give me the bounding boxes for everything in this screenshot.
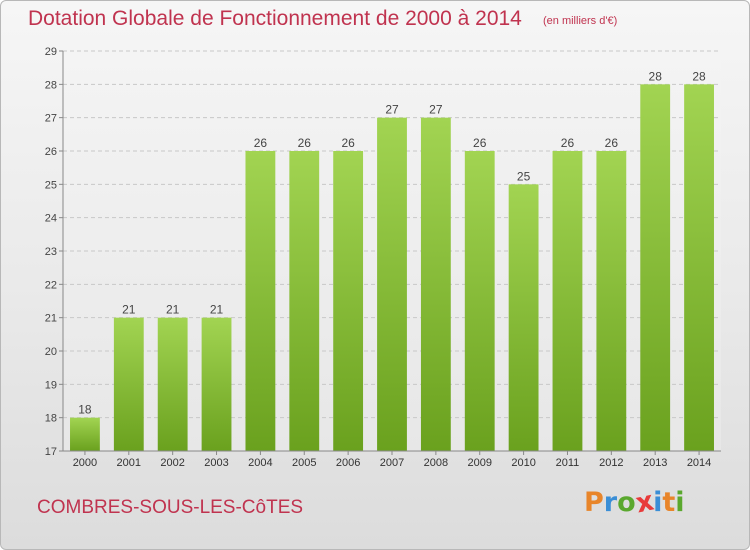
logo-letter: i xyxy=(653,487,663,518)
x-tick-label: 2005 xyxy=(292,457,316,469)
bar xyxy=(377,117,407,452)
data-label: 27 xyxy=(429,103,443,117)
bar xyxy=(70,417,100,451)
data-label: 26 xyxy=(561,136,575,150)
bar xyxy=(289,151,320,451)
x-tick-label: 2002 xyxy=(160,457,184,469)
data-label: 25 xyxy=(517,169,531,183)
y-tick-label: 22 xyxy=(45,279,57,291)
logo-letter: t xyxy=(662,487,676,518)
data-label: 21 xyxy=(166,303,180,317)
bar xyxy=(684,84,714,451)
y-tick-label: 20 xyxy=(45,346,57,358)
data-label: 28 xyxy=(649,69,663,83)
data-label: 26 xyxy=(473,136,487,150)
data-label: 27 xyxy=(385,103,399,117)
x-tick-label: 2006 xyxy=(336,457,360,469)
x-tick-label: 2009 xyxy=(467,457,491,469)
x-tick-label: 2004 xyxy=(248,457,272,469)
data-label: 26 xyxy=(605,136,619,150)
logo-letter: o xyxy=(617,487,636,518)
y-tick-label: 26 xyxy=(45,146,57,158)
y-tick-label: 21 xyxy=(45,313,57,325)
x-tick-label: 2003 xyxy=(204,457,228,469)
bar xyxy=(245,151,276,451)
x-tick-label: 2001 xyxy=(117,457,141,469)
bar xyxy=(333,151,364,451)
bar xyxy=(420,117,451,452)
bar xyxy=(201,317,232,451)
y-tick-label: 19 xyxy=(45,379,57,391)
data-label: 18 xyxy=(78,403,92,417)
y-tick-label: 29 xyxy=(45,46,57,58)
bar xyxy=(596,151,627,451)
y-tick-label: 17 xyxy=(45,446,57,458)
proxiti-logo: Proxiti xyxy=(584,486,685,520)
y-tick-label: 24 xyxy=(45,213,57,225)
bar xyxy=(113,317,144,451)
y-tick-label: 23 xyxy=(45,246,57,258)
data-label: 21 xyxy=(210,303,224,317)
commune-name: COMBRES-SOUS-LES-CôTES xyxy=(37,497,304,518)
bar xyxy=(552,151,583,451)
x-tick-label: 2007 xyxy=(380,457,404,469)
bar xyxy=(640,84,671,451)
y-tick-label: 28 xyxy=(45,79,57,91)
x-tick-label: 2014 xyxy=(687,457,711,469)
bar xyxy=(157,317,188,451)
data-label: 26 xyxy=(254,136,268,150)
data-label: 28 xyxy=(692,69,706,83)
bar xyxy=(508,184,539,452)
data-label: 21 xyxy=(122,303,136,317)
y-tick-label: 18 xyxy=(45,413,57,425)
bar xyxy=(464,151,495,451)
logo-letter: i xyxy=(675,487,685,518)
x-tick-label: 2013 xyxy=(643,457,667,469)
y-tick-label: 27 xyxy=(45,113,57,125)
chart-subtitle: (en milliers d'€) xyxy=(543,15,618,27)
logo-letter: r xyxy=(603,487,618,518)
y-tick-label: 25 xyxy=(45,179,57,191)
x-tick-label: 2010 xyxy=(511,457,535,469)
x-tick-label: 2008 xyxy=(424,457,448,469)
x-tick-label: 2012 xyxy=(599,457,623,469)
x-tick-label: 2000 xyxy=(73,457,97,469)
x-tick-label: 2011 xyxy=(556,457,580,469)
data-label: 26 xyxy=(341,136,355,150)
chart-title: Dotation Globale de Fonctionnement de 20… xyxy=(28,7,522,30)
data-label: 26 xyxy=(298,136,312,150)
logo-letter: P xyxy=(584,487,604,518)
